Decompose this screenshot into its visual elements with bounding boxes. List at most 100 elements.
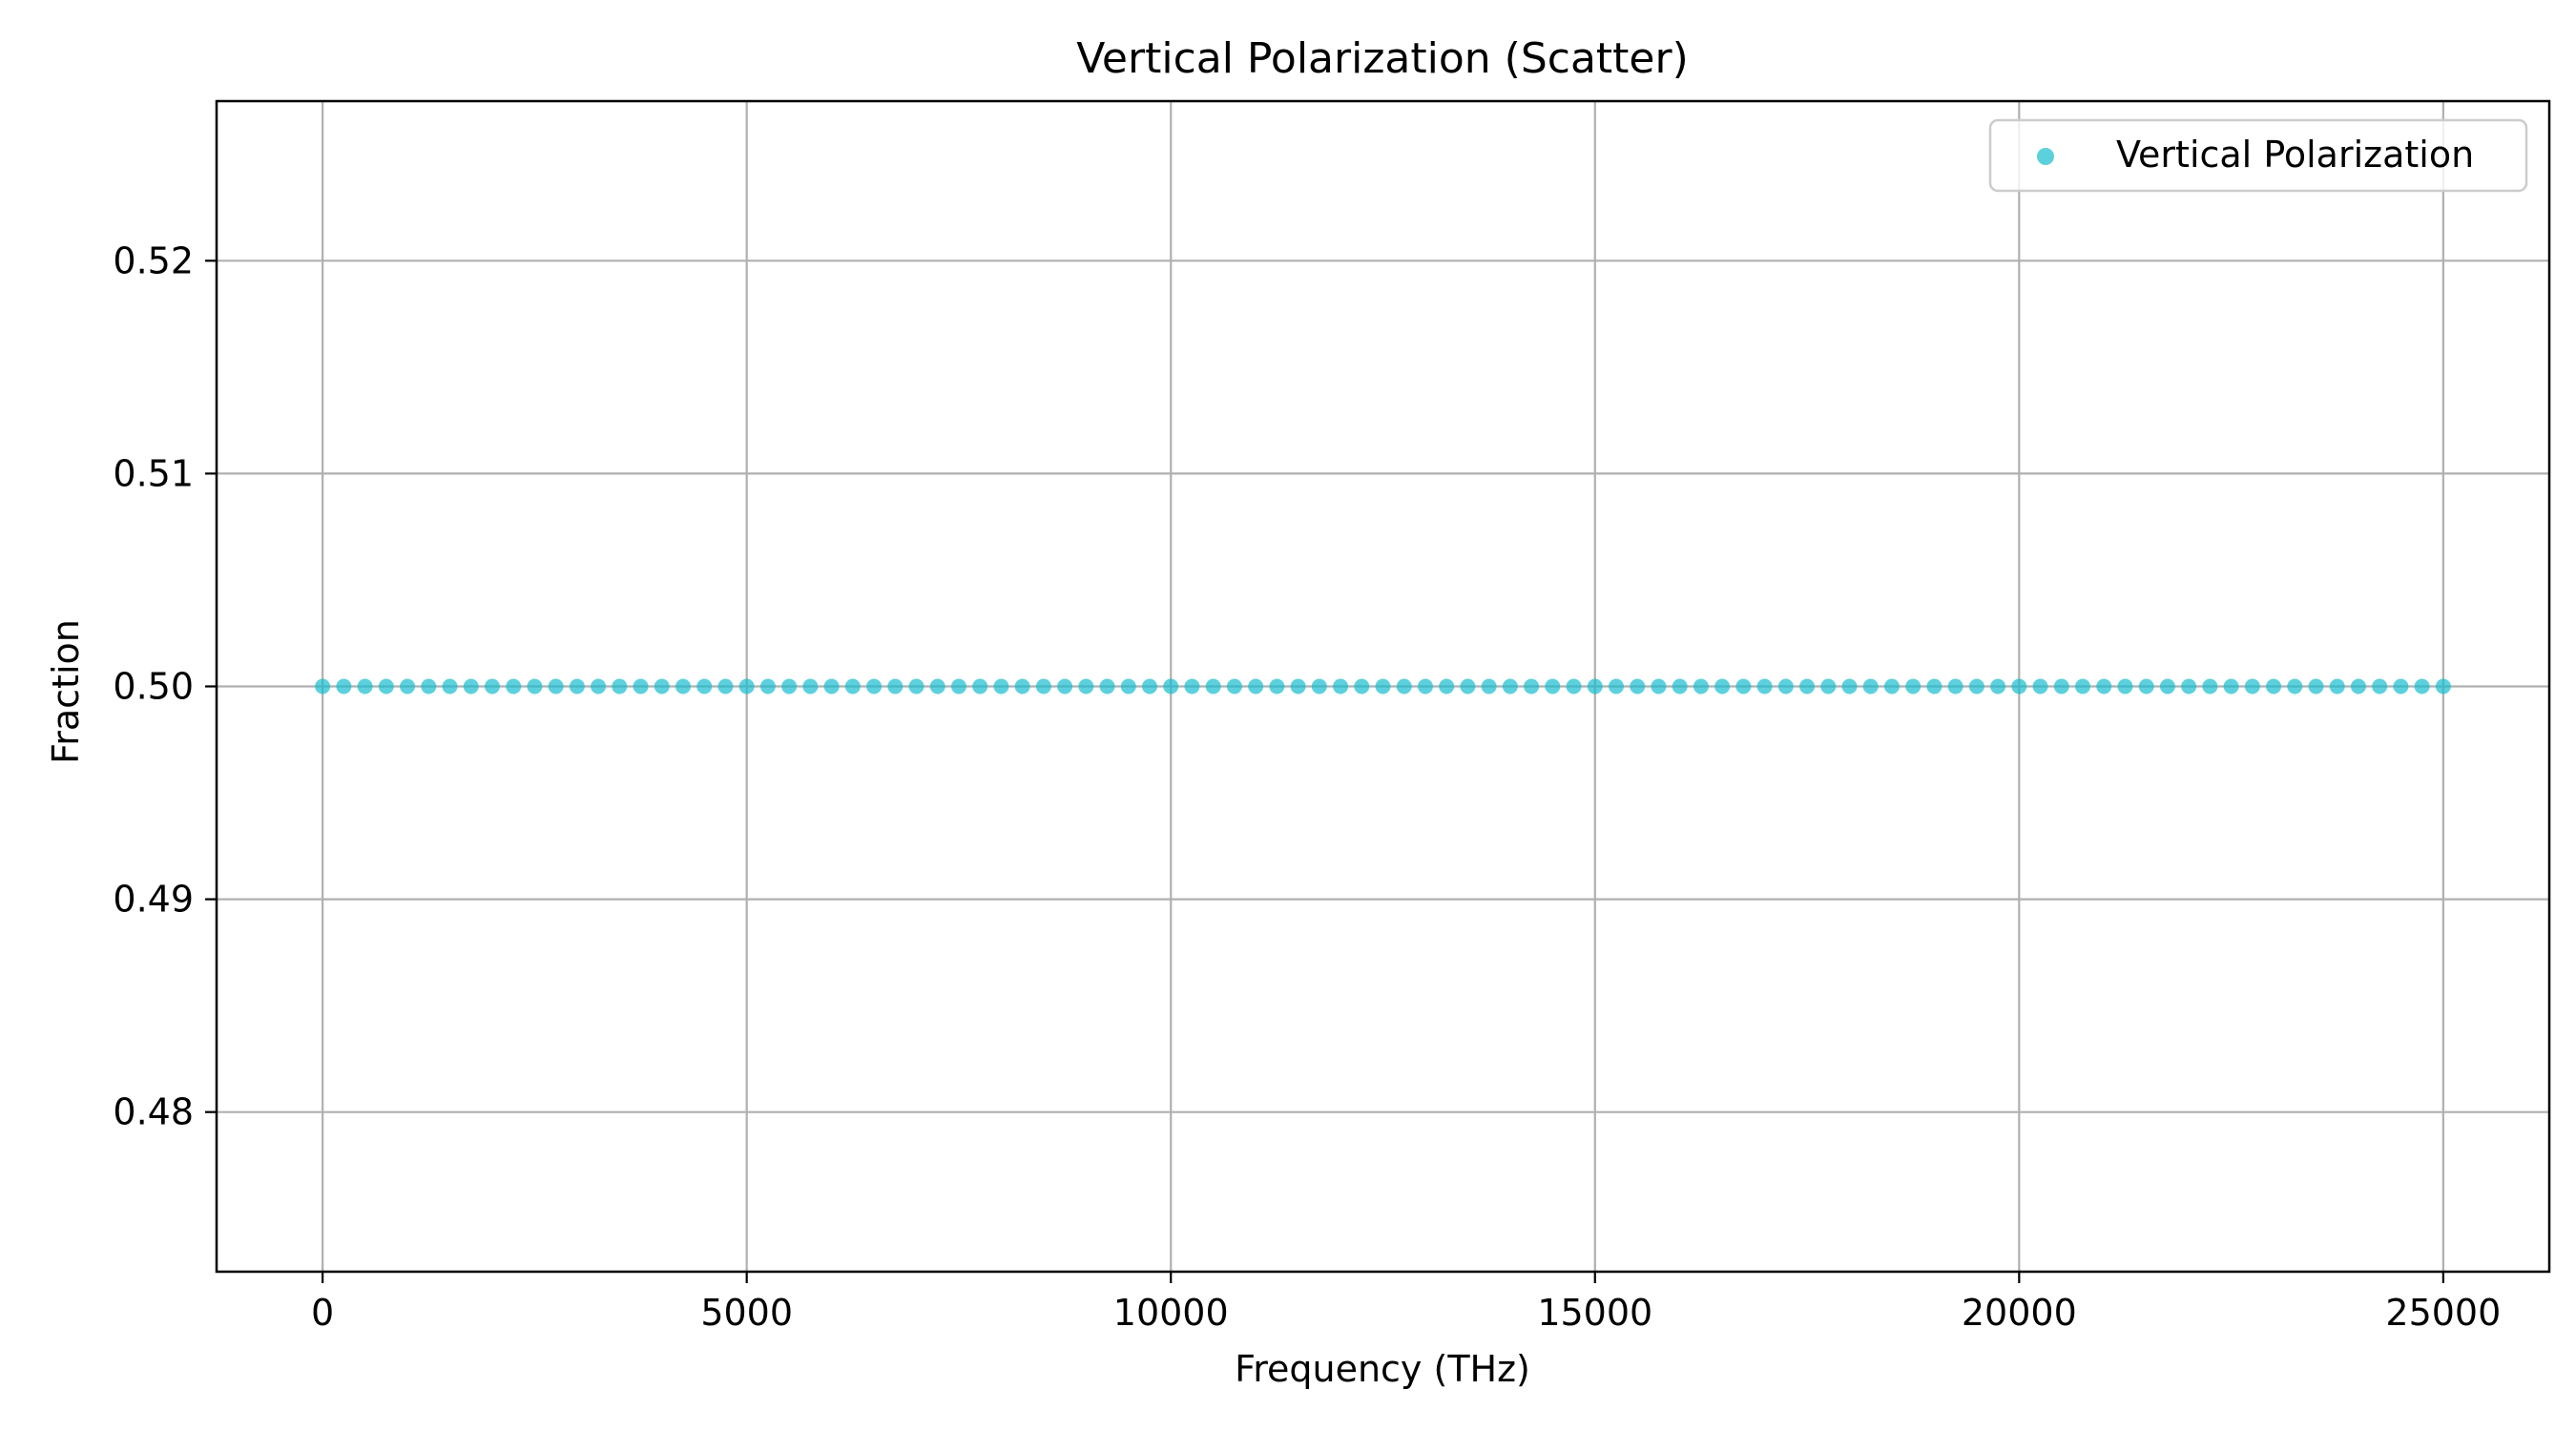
x-tick-label: 0 xyxy=(311,1292,334,1334)
data-point xyxy=(1439,678,1455,695)
data-point xyxy=(315,678,331,695)
data-point xyxy=(336,678,352,695)
data-point xyxy=(1651,678,1667,695)
data-point xyxy=(633,678,649,695)
x-tick-label: 20000 xyxy=(1962,1292,2077,1334)
data-point xyxy=(1099,678,1115,695)
legend-label: Vertical Polarization xyxy=(2116,134,2474,176)
data-point xyxy=(378,678,394,695)
data-point xyxy=(781,678,798,695)
data-point xyxy=(484,678,500,695)
data-point xyxy=(1756,678,1773,695)
data-point xyxy=(1163,678,1179,695)
data-point xyxy=(569,678,585,695)
data-point xyxy=(1311,678,1327,695)
data-point xyxy=(1820,678,1837,695)
data-point xyxy=(1630,678,1646,695)
data-point xyxy=(1990,678,2006,695)
data-point xyxy=(2372,678,2388,695)
data-point xyxy=(1883,678,1900,695)
data-point xyxy=(1693,678,1709,695)
data-point xyxy=(1269,678,1285,695)
data-point xyxy=(738,678,755,695)
data-point xyxy=(2287,678,2303,695)
data-point xyxy=(887,678,904,695)
data-point xyxy=(2159,678,2175,695)
data-point xyxy=(591,678,607,695)
data-point xyxy=(2266,678,2282,695)
x-tick-label: 25000 xyxy=(2385,1292,2501,1334)
data-point xyxy=(1184,678,1200,695)
data-point xyxy=(1460,678,1476,695)
data-point xyxy=(1078,678,1094,695)
y-tick-label: 0.51 xyxy=(113,452,194,494)
x-tick-label: 15000 xyxy=(1537,1292,1652,1334)
legend: Vertical Polarization xyxy=(1988,118,2528,193)
data-point xyxy=(463,678,479,695)
data-point xyxy=(717,678,734,695)
data-point xyxy=(1120,678,1136,695)
data-point xyxy=(950,678,966,695)
y-tick-label: 0.52 xyxy=(113,239,194,281)
data-point xyxy=(2414,678,2430,695)
data-point xyxy=(1862,678,1879,695)
data-point xyxy=(1248,678,1264,695)
y-tick-label: 0.50 xyxy=(113,666,194,708)
data-point xyxy=(2181,678,2197,695)
data-point xyxy=(2032,678,2048,695)
y-tick-label: 0.48 xyxy=(113,1091,194,1133)
data-point xyxy=(1799,678,1816,695)
data-point xyxy=(2138,678,2154,695)
data-point xyxy=(1587,678,1603,695)
data-point xyxy=(654,678,670,695)
data-point xyxy=(2053,678,2069,695)
data-point xyxy=(612,678,628,695)
data-point xyxy=(2117,678,2133,695)
data-point xyxy=(1481,678,1497,695)
data-point xyxy=(1714,678,1731,695)
data-point xyxy=(1672,678,1688,695)
data-point xyxy=(1354,678,1370,695)
data-point xyxy=(993,678,1009,695)
data-point xyxy=(2244,678,2260,695)
legend-marker xyxy=(2037,148,2054,165)
data-point xyxy=(675,678,691,695)
data-point xyxy=(1609,678,1624,695)
data-point xyxy=(1417,678,1433,695)
axis-ticks: 0 5000 10000 15000 20000 25000 0.48 0.49 0.50 0.5… xyxy=(113,239,2501,1334)
legend-box xyxy=(1988,118,2528,193)
data-point xyxy=(2329,678,2345,695)
data-point xyxy=(1502,678,1518,695)
data-point xyxy=(1142,678,1157,695)
data-point xyxy=(400,678,416,695)
data-points xyxy=(315,678,2451,695)
y-axis-label: Fraction xyxy=(45,619,87,764)
data-point xyxy=(1545,678,1561,695)
data-point xyxy=(1057,678,1073,695)
data-point xyxy=(2435,678,2451,695)
data-point xyxy=(2096,678,2112,695)
data-point xyxy=(1035,678,1051,695)
data-point xyxy=(357,678,373,695)
data-point xyxy=(548,678,564,695)
data-point xyxy=(1333,678,1349,695)
data-point xyxy=(2308,678,2324,695)
x-tick-label: 10000 xyxy=(1113,1292,1229,1334)
data-point xyxy=(1566,678,1582,695)
data-point xyxy=(442,678,458,695)
data-point xyxy=(1841,678,1858,695)
data-point xyxy=(2393,678,2409,695)
data-point xyxy=(802,678,819,695)
data-point xyxy=(1777,678,1794,695)
y-tick-label: 0.49 xyxy=(113,879,194,921)
data-point xyxy=(1014,678,1030,695)
data-point xyxy=(1226,678,1242,695)
data-point xyxy=(2011,678,2027,695)
data-point xyxy=(866,678,883,695)
data-point xyxy=(908,678,924,695)
data-point xyxy=(2075,678,2090,695)
data-point xyxy=(1735,678,1752,695)
data-point xyxy=(1205,678,1221,695)
